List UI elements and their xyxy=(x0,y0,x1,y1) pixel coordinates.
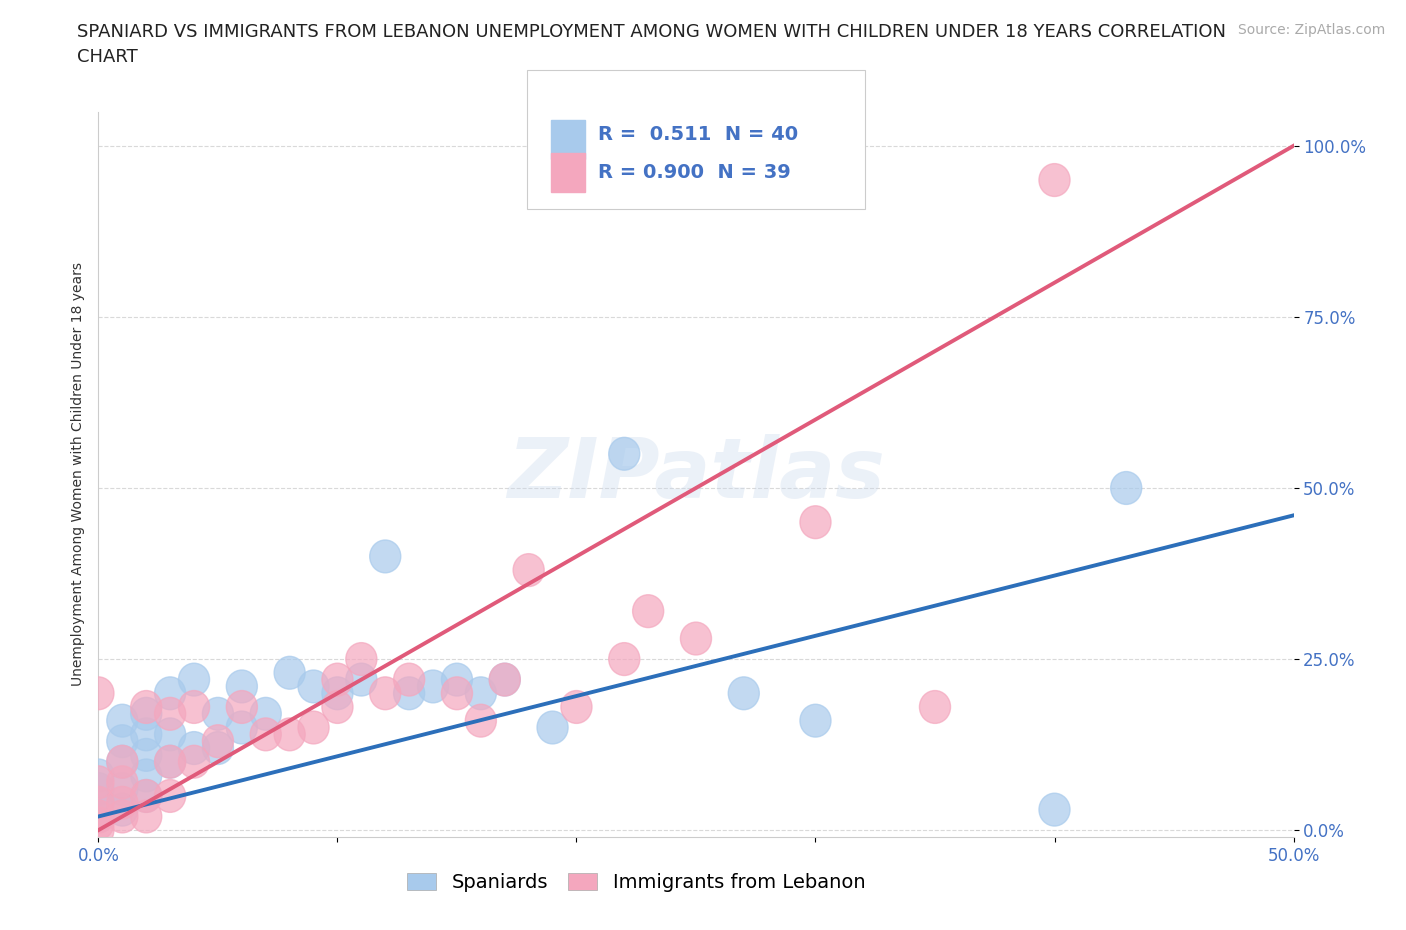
Ellipse shape xyxy=(131,691,162,724)
Ellipse shape xyxy=(202,724,233,758)
Ellipse shape xyxy=(107,745,138,778)
Text: ZIPatlas: ZIPatlas xyxy=(508,433,884,515)
Ellipse shape xyxy=(83,807,114,840)
Ellipse shape xyxy=(465,704,496,737)
Ellipse shape xyxy=(131,718,162,751)
Ellipse shape xyxy=(1039,793,1070,826)
Ellipse shape xyxy=(202,732,233,764)
Ellipse shape xyxy=(131,800,162,833)
Ellipse shape xyxy=(537,711,568,744)
Ellipse shape xyxy=(155,779,186,813)
Ellipse shape xyxy=(83,765,114,799)
Ellipse shape xyxy=(131,779,162,813)
Ellipse shape xyxy=(155,718,186,751)
Ellipse shape xyxy=(155,677,186,710)
Ellipse shape xyxy=(489,663,520,696)
Ellipse shape xyxy=(83,814,114,846)
Ellipse shape xyxy=(298,711,329,744)
Text: SPANIARD VS IMMIGRANTS FROM LEBANON UNEMPLOYMENT AMONG WOMEN WITH CHILDREN UNDER: SPANIARD VS IMMIGRANTS FROM LEBANON UNEM… xyxy=(77,23,1226,41)
Ellipse shape xyxy=(441,663,472,696)
Ellipse shape xyxy=(633,595,664,628)
Ellipse shape xyxy=(274,657,305,689)
Ellipse shape xyxy=(489,663,520,696)
Ellipse shape xyxy=(561,691,592,724)
Ellipse shape xyxy=(800,506,831,538)
Ellipse shape xyxy=(107,745,138,778)
Ellipse shape xyxy=(513,553,544,587)
Ellipse shape xyxy=(83,773,114,805)
Ellipse shape xyxy=(131,779,162,813)
Ellipse shape xyxy=(465,677,496,710)
Ellipse shape xyxy=(920,691,950,724)
Ellipse shape xyxy=(155,745,186,778)
Ellipse shape xyxy=(131,738,162,771)
Ellipse shape xyxy=(1111,472,1142,504)
Ellipse shape xyxy=(179,745,209,778)
Ellipse shape xyxy=(83,800,114,833)
Y-axis label: Unemployment Among Women with Children Under 18 years: Unemployment Among Women with Children U… xyxy=(70,262,84,686)
Ellipse shape xyxy=(322,663,353,696)
Ellipse shape xyxy=(179,732,209,764)
Ellipse shape xyxy=(394,677,425,710)
Ellipse shape xyxy=(226,711,257,744)
Ellipse shape xyxy=(202,698,233,730)
Ellipse shape xyxy=(83,787,114,819)
Ellipse shape xyxy=(131,698,162,730)
Ellipse shape xyxy=(107,787,138,819)
Ellipse shape xyxy=(107,704,138,737)
Ellipse shape xyxy=(322,691,353,724)
Ellipse shape xyxy=(83,759,114,791)
Ellipse shape xyxy=(155,698,186,730)
Ellipse shape xyxy=(107,773,138,805)
Ellipse shape xyxy=(394,663,425,696)
Ellipse shape xyxy=(346,663,377,696)
Ellipse shape xyxy=(155,745,186,778)
Ellipse shape xyxy=(418,670,449,703)
Ellipse shape xyxy=(250,718,281,751)
Ellipse shape xyxy=(131,759,162,791)
Ellipse shape xyxy=(1039,164,1070,196)
Ellipse shape xyxy=(179,691,209,724)
Text: R = 0.900  N = 39: R = 0.900 N = 39 xyxy=(598,163,790,181)
Ellipse shape xyxy=(370,677,401,710)
Ellipse shape xyxy=(441,677,472,710)
Ellipse shape xyxy=(322,677,353,710)
Ellipse shape xyxy=(346,643,377,675)
Ellipse shape xyxy=(226,670,257,703)
Ellipse shape xyxy=(179,663,209,696)
Ellipse shape xyxy=(107,800,138,833)
Ellipse shape xyxy=(107,765,138,799)
Ellipse shape xyxy=(107,724,138,758)
Ellipse shape xyxy=(250,698,281,730)
Text: R =  0.511  N = 40: R = 0.511 N = 40 xyxy=(598,126,797,144)
Ellipse shape xyxy=(83,787,114,819)
Ellipse shape xyxy=(83,800,114,833)
Ellipse shape xyxy=(370,540,401,573)
Ellipse shape xyxy=(728,677,759,710)
Ellipse shape xyxy=(298,670,329,703)
Ellipse shape xyxy=(83,677,114,710)
Ellipse shape xyxy=(226,691,257,724)
Ellipse shape xyxy=(681,622,711,655)
Ellipse shape xyxy=(274,718,305,751)
Legend: Spaniards, Immigrants from Lebanon: Spaniards, Immigrants from Lebanon xyxy=(399,865,873,900)
Ellipse shape xyxy=(107,793,138,826)
Ellipse shape xyxy=(609,643,640,675)
Ellipse shape xyxy=(800,704,831,737)
Text: CHART: CHART xyxy=(77,48,138,66)
Ellipse shape xyxy=(609,437,640,471)
Text: Source: ZipAtlas.com: Source: ZipAtlas.com xyxy=(1237,23,1385,37)
